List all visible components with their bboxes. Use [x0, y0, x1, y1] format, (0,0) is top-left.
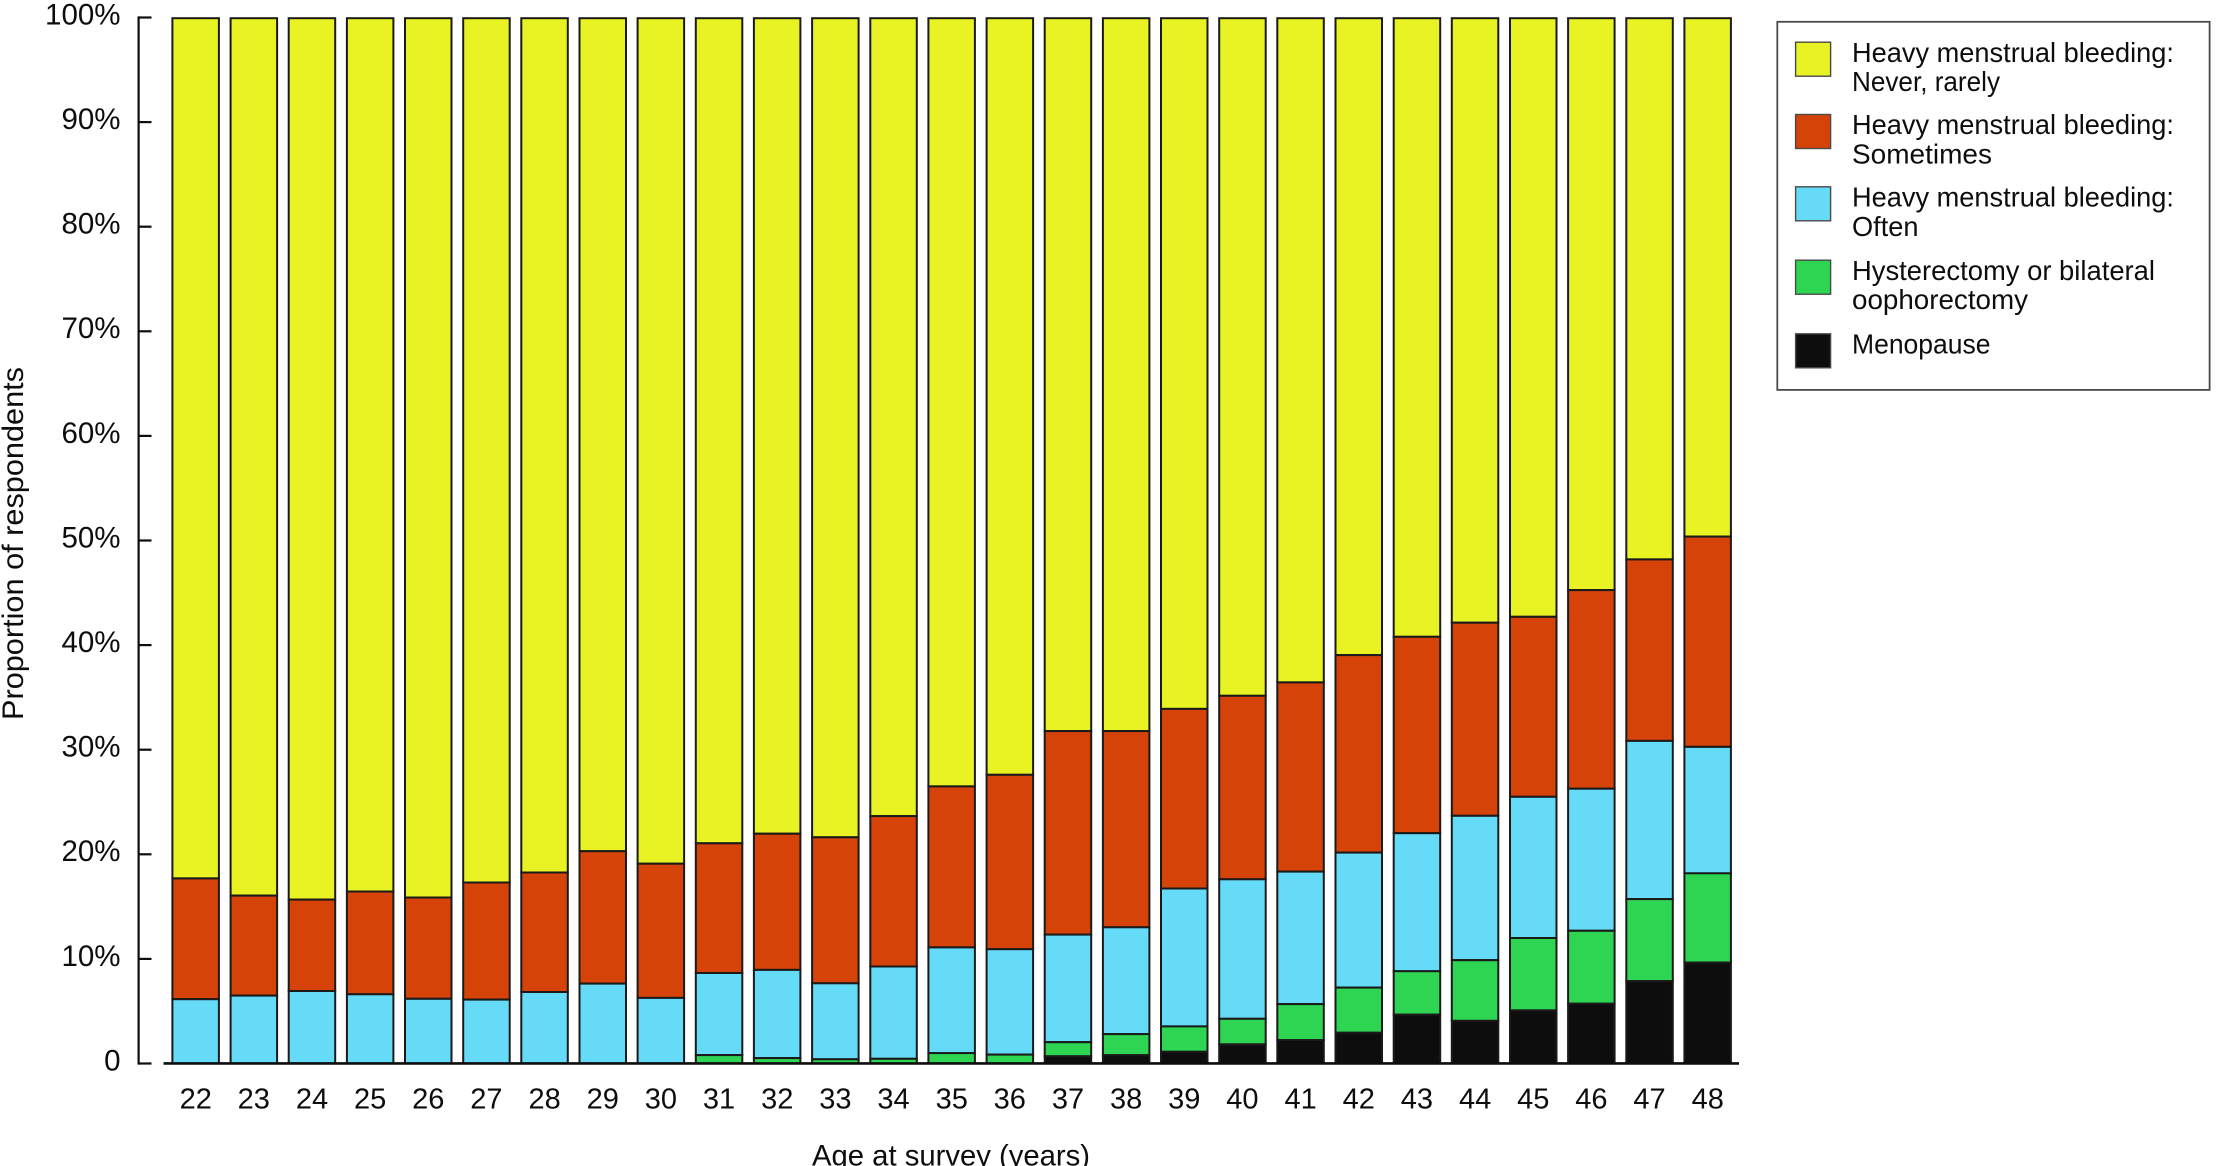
svg-text:30%: 30% — [61, 731, 120, 764]
svg-text:oophorectomy: oophorectomy — [1852, 284, 2028, 315]
svg-text:70%: 70% — [61, 312, 120, 345]
svg-text:20%: 20% — [61, 835, 120, 868]
svg-text:25: 25 — [354, 1083, 386, 1115]
svg-text:48: 48 — [1692, 1083, 1724, 1115]
svg-text:31: 31 — [703, 1083, 735, 1115]
svg-text:29: 29 — [587, 1083, 619, 1115]
svg-text:Menopause: Menopause — [1852, 328, 1991, 359]
svg-text:46: 46 — [1575, 1083, 1607, 1115]
svg-text:28: 28 — [528, 1083, 560, 1115]
svg-text:47: 47 — [1633, 1083, 1665, 1115]
svg-text:30: 30 — [645, 1083, 677, 1115]
svg-text:Never, rarely: Never, rarely — [1852, 66, 2000, 97]
svg-text:Heavy menstrual bleeding:: Heavy menstrual bleeding: — [1852, 181, 2174, 212]
svg-text:0: 0 — [104, 1044, 120, 1077]
svg-text:Heavy menstrual bleeding:: Heavy menstrual bleeding: — [1852, 37, 2174, 68]
svg-text:60%: 60% — [61, 417, 120, 450]
svg-text:40%: 40% — [61, 626, 120, 659]
svg-text:Age at survey (years): Age at survey (years) — [812, 1139, 1090, 1166]
svg-text:40: 40 — [1226, 1083, 1258, 1115]
svg-text:41: 41 — [1284, 1083, 1316, 1115]
svg-text:45: 45 — [1517, 1083, 1549, 1115]
svg-text:36: 36 — [994, 1083, 1026, 1115]
svg-text:27: 27 — [470, 1083, 502, 1115]
svg-text:22: 22 — [180, 1083, 212, 1115]
svg-text:24: 24 — [296, 1083, 328, 1115]
svg-text:Proportion of respondents: Proportion of respondents — [0, 367, 30, 720]
svg-text:35: 35 — [936, 1083, 968, 1115]
svg-text:90%: 90% — [61, 103, 120, 136]
svg-text:100%: 100% — [45, 0, 120, 31]
svg-text:42: 42 — [1343, 1083, 1375, 1115]
svg-text:32: 32 — [761, 1083, 793, 1115]
svg-text:33: 33 — [819, 1083, 851, 1115]
svg-text:Heavy menstrual bleeding:: Heavy menstrual bleeding: — [1852, 109, 2174, 140]
svg-text:23: 23 — [238, 1083, 270, 1115]
svg-text:50%: 50% — [61, 521, 120, 554]
svg-text:39: 39 — [1168, 1083, 1200, 1115]
svg-text:10%: 10% — [61, 940, 120, 973]
svg-text:37: 37 — [1052, 1083, 1084, 1115]
svg-text:80%: 80% — [61, 208, 120, 241]
svg-text:44: 44 — [1459, 1083, 1491, 1115]
svg-text:38: 38 — [1110, 1083, 1142, 1115]
svg-text:43: 43 — [1401, 1083, 1433, 1115]
svg-text:26: 26 — [412, 1083, 444, 1115]
svg-text:Hysterectomy or bilateral: Hysterectomy or bilateral — [1852, 255, 2155, 286]
svg-text:Often: Often — [1852, 211, 1919, 242]
svg-text:Sometimes: Sometimes — [1852, 139, 1992, 170]
svg-text:34: 34 — [877, 1083, 909, 1115]
